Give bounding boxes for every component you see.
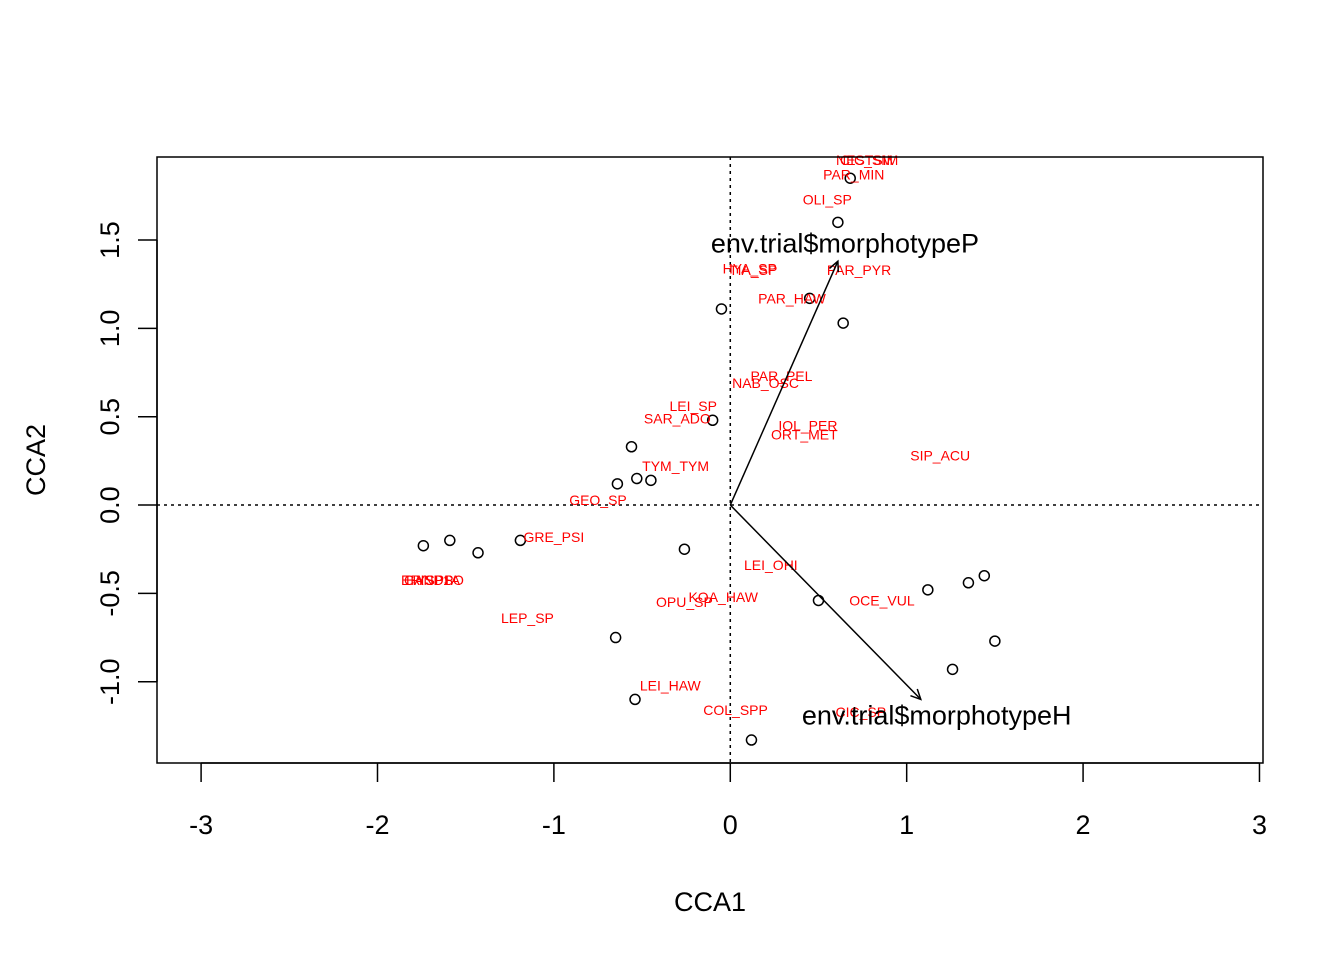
species-label: PAR_MIN — [823, 167, 884, 183]
axes: -3 -2 -1 0 1 2 3 -1.0 -0.5 0.0 0.5 1.0 1.5 — [95, 221, 1267, 840]
species-label: LEI_HAW — [640, 677, 702, 693]
site-point — [922, 584, 934, 596]
site-point — [962, 577, 975, 589]
x-tick-label: -3 — [189, 810, 213, 840]
site-point — [745, 734, 758, 746]
x-tick-label: 0 — [723, 810, 738, 840]
species-label-cluster-top: NESTSIM — [836, 152, 898, 168]
site-point — [803, 292, 816, 305]
biplot-arrow — [729, 504, 922, 700]
site-point — [812, 594, 825, 607]
site-point — [514, 534, 527, 547]
species-label: LEP_SP — [501, 610, 554, 626]
species-label: SAR_ADO — [644, 410, 711, 426]
species-label: PAR_PYR — [827, 262, 891, 278]
reference-lines — [157, 157, 1263, 763]
species-labels: NESTSIM CIC_SM ERISP1A CANDSO HYSPP OLI_… — [401, 152, 970, 720]
y-tick-label: 1.0 — [95, 310, 125, 348]
x-tick-label: -1 — [542, 810, 566, 840]
species-label: OPU_SP — [656, 594, 713, 610]
species-label: GEO_SP — [569, 492, 627, 508]
site-point — [609, 631, 622, 644]
species-label: NAB_OSC — [732, 375, 799, 391]
species-label-cluster-top-2: CIC_SM — [840, 152, 893, 168]
species-label: SIP_ACU — [910, 448, 970, 464]
species-label: OLI_SP — [803, 191, 852, 207]
x-tick-label: 1 — [899, 810, 914, 840]
y-tick-label: 1.5 — [95, 221, 125, 259]
species-label: OCE_VUL — [849, 592, 915, 608]
x-tick-label: -2 — [365, 810, 389, 840]
biplot-arrowhead — [829, 259, 840, 273]
y-tick-label: 0.0 — [95, 486, 125, 524]
site-point — [678, 543, 691, 555]
species-label: GRE_PSI — [524, 529, 585, 545]
y-tick-label: -1.0 — [95, 658, 125, 705]
biplot-arrow-label: env.trial$morphotypeH — [802, 700, 1072, 730]
site-point — [844, 172, 856, 184]
site-point — [611, 478, 624, 490]
species-label: IOL_PER — [778, 418, 837, 434]
site-point — [837, 317, 849, 329]
site-point — [625, 440, 638, 453]
species-label: PAR_PEL — [750, 368, 812, 384]
site-point — [715, 303, 728, 315]
x-tick-label: 3 — [1252, 810, 1267, 840]
site-point — [631, 472, 643, 485]
biplot-arrow-label: env.trial$morphotypeP — [711, 229, 979, 259]
y-tick-label: -0.5 — [95, 570, 125, 617]
site-points — [417, 172, 1001, 746]
species-label: HYA_SP — [723, 260, 777, 276]
plot-frame — [156, 156, 1264, 764]
biplot-arrow — [729, 260, 839, 506]
y-tick-label: 0.5 — [95, 398, 125, 436]
species-label: TYM_TYM — [642, 458, 709, 474]
site-point — [472, 547, 484, 559]
biplot-arrows: env.trial$morphotypeP env.trial$morphotyp… — [711, 229, 1072, 731]
site-point — [978, 569, 991, 582]
species-label: KOA_HAW — [688, 589, 758, 605]
x-tick-label: 2 — [1076, 810, 1091, 840]
species-label-cluster-left-3: HYSPP — [406, 572, 453, 588]
species-label: CIC_SP — [836, 704, 887, 720]
species-label: LEI_SP — [670, 398, 717, 414]
species-label-cluster-left-2: CANDSO — [404, 572, 464, 588]
biplot-arrowhead — [910, 688, 922, 701]
site-point — [946, 663, 959, 676]
site-point — [989, 635, 1001, 647]
species-label: PAR_HAW — [758, 290, 826, 306]
site-point — [629, 693, 641, 706]
site-point — [832, 216, 844, 229]
site-point — [706, 414, 719, 426]
site-point — [444, 534, 456, 547]
species-label: ORT_MET — [771, 426, 838, 442]
y-axis-label: CCA2 — [21, 424, 51, 496]
site-point — [417, 539, 430, 552]
x-axis-label: CCA1 — [674, 887, 746, 917]
species-label: COL_SPP — [703, 702, 768, 718]
species-label-cluster-left: ERISP1A — [401, 572, 461, 588]
species-label: TIA_SP — [729, 262, 777, 278]
site-point — [645, 474, 657, 487]
